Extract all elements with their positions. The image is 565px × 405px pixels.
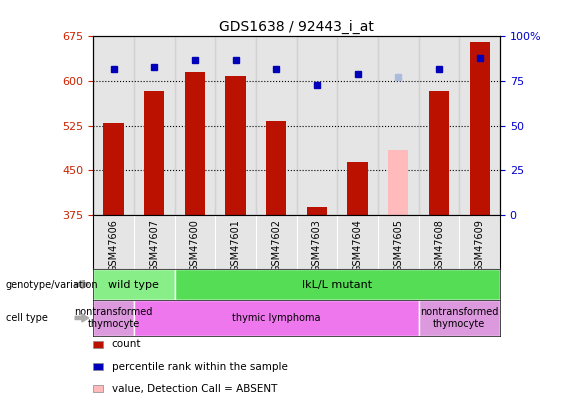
Text: percentile rank within the sample: percentile rank within the sample [112,362,288,371]
Text: thymic lymphoma: thymic lymphoma [232,313,320,323]
Text: value, Detection Call = ABSENT: value, Detection Call = ABSENT [112,384,277,394]
Bar [378,215,419,269]
Bar [470,43,490,215]
Bar [93,269,175,300]
Text: GSM47605: GSM47605 [393,219,403,272]
Bar [215,36,256,215]
Text: GSM47600: GSM47600 [190,219,200,272]
Bar [134,215,175,269]
Bar [175,215,215,269]
Text: nontransformed
thymocyte: nontransformed thymocyte [75,307,153,329]
Bar [297,215,337,269]
Bar [307,207,327,215]
Text: GSM47607: GSM47607 [149,219,159,272]
Bar [459,36,500,215]
Bar [297,36,337,215]
Bar [256,215,297,269]
Bar [185,72,205,215]
Bar [93,215,134,269]
Bar [225,76,246,215]
Bar [388,151,408,215]
Bar [103,123,124,215]
Text: cell type: cell type [6,313,47,323]
Bar [419,36,459,215]
Bar [134,36,175,215]
Bar [134,300,419,336]
Bar [419,215,459,269]
Bar [93,300,134,336]
Bar [337,215,378,269]
Text: GSM47602: GSM47602 [271,219,281,272]
Bar [175,36,215,215]
Bar [215,215,256,269]
Text: GSM47608: GSM47608 [434,219,444,272]
Text: GSM47601: GSM47601 [231,219,241,272]
Text: nontransformed
thymocyte: nontransformed thymocyte [420,307,498,329]
Text: genotype/variation: genotype/variation [6,279,98,290]
Text: GSM47609: GSM47609 [475,219,485,272]
Text: GSM47606: GSM47606 [108,219,119,272]
Text: count: count [112,339,141,349]
Bar [93,36,134,215]
Text: lkL/L mutant: lkL/L mutant [302,279,372,290]
Text: wild type: wild type [108,279,159,290]
Bar [266,121,286,215]
Bar [144,91,164,215]
Bar [256,36,297,215]
Text: GSM47603: GSM47603 [312,219,322,272]
Text: GSM47604: GSM47604 [353,219,363,272]
Bar [347,162,368,215]
Bar [337,36,378,215]
Bar [175,269,500,300]
Bar [419,300,500,336]
Bar [378,36,419,215]
Bar [459,215,500,269]
Title: GDS1638 / 92443_i_at: GDS1638 / 92443_i_at [219,20,374,34]
Bar [429,91,449,215]
